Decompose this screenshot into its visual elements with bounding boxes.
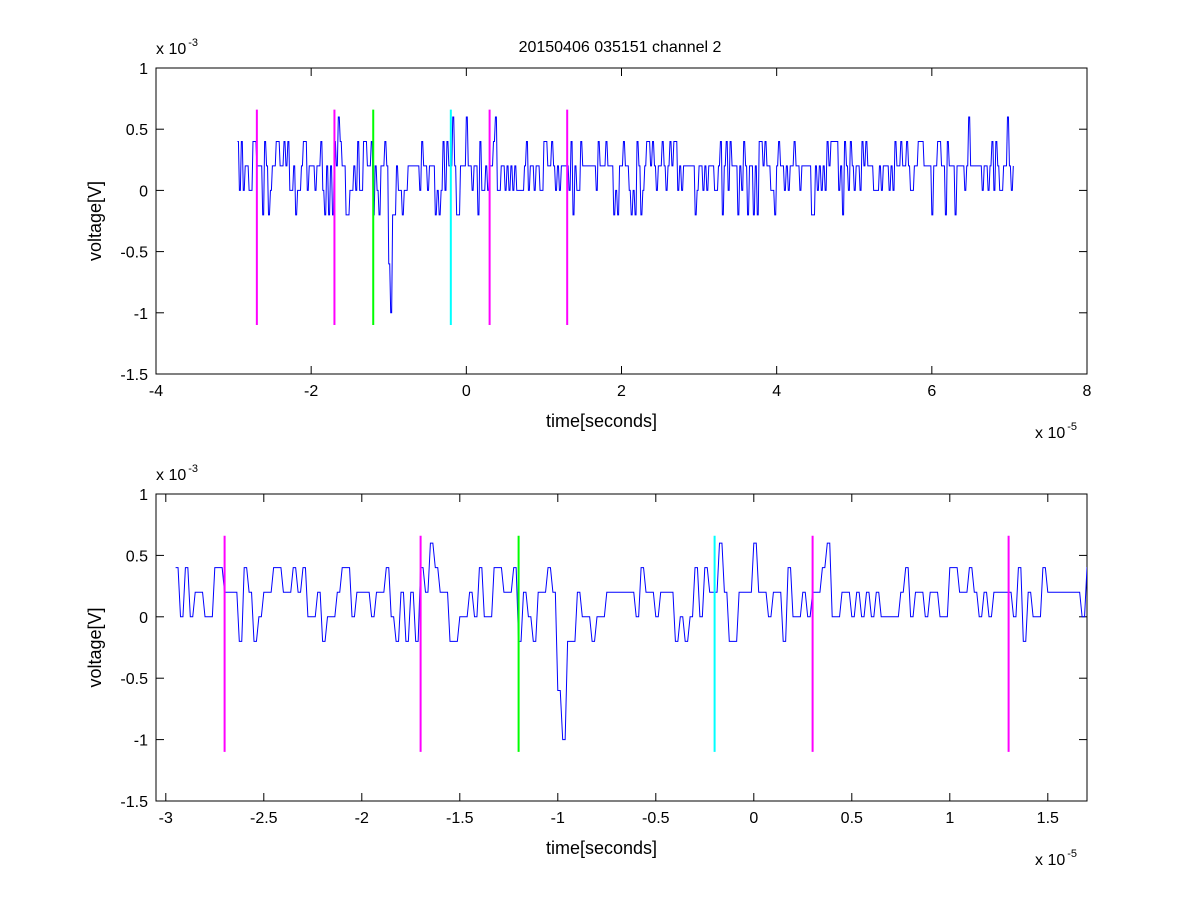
y-tick-label: 0.5 <box>126 122 148 139</box>
x-tick-label: 0 <box>462 383 471 400</box>
y-tick-label: -1 <box>134 733 148 750</box>
x-tick-label: -1.5 <box>446 810 474 827</box>
axes-frame <box>155 493 1088 802</box>
x-exponent-label: x 10 -5 <box>1035 421 1077 442</box>
x-tick-label: 1.5 <box>1037 810 1059 827</box>
y-tick-label: -0.5 <box>120 671 148 688</box>
y-tick-label: -1.5 <box>120 367 148 384</box>
x-tick-label: 0.5 <box>841 810 863 827</box>
x-tick-label: -1 <box>551 810 565 827</box>
y-tick-label: -1.5 <box>120 794 148 811</box>
y-tick-label: -1 <box>134 306 148 323</box>
x-tick-label: -2.5 <box>250 810 278 827</box>
x-tick-label: -2 <box>304 383 318 400</box>
x-tick-label: 0 <box>749 810 758 827</box>
x-tick-label: 6 <box>927 383 936 400</box>
top-axes: -4 -2 0 2 4 6 8 -1.5 -1 -0.5 0 0.5 1 time[seconds] vol… <box>85 37 1092 442</box>
y-tick-label: 0.5 <box>126 548 148 565</box>
x-tick-label: 1 <box>945 810 954 827</box>
y-tick-label: -0.5 <box>120 245 148 262</box>
y-tick-label: 1 <box>139 487 148 504</box>
signal-series <box>175 542 1087 741</box>
y-tick-label: 1 <box>139 61 148 78</box>
y-exponent-label: x 10 -3 <box>156 463 198 484</box>
x-tick-label: -3 <box>159 810 173 827</box>
x-tick-label: 4 <box>772 383 781 400</box>
x-tick-label: -0.5 <box>642 810 670 827</box>
x-tick-label: -2 <box>355 810 369 827</box>
bottom-axes: -3 -2.5 -2 -1.5 -1 -0.5 0 0.5 1 1.5 -1.5 -1 -0.5 0 0.5… <box>85 463 1088 869</box>
x-tick-label: -4 <box>149 383 163 400</box>
axes-frame <box>155 67 1088 375</box>
signal-series <box>237 116 1014 314</box>
x-axis-label: time[seconds] <box>546 411 657 431</box>
x-axis-label: time[seconds] <box>546 838 657 858</box>
x-tick-label: 2 <box>617 383 626 400</box>
y-axis-label: voltage[V] <box>85 607 105 687</box>
y-axis-label: voltage[V] <box>85 181 105 261</box>
y-exponent-label: x 10 -3 <box>156 37 198 58</box>
x-tick-label: 8 <box>1083 383 1092 400</box>
y-tick-label: 0 <box>139 183 148 200</box>
y-tick-label: 0 <box>139 610 148 627</box>
figure-title: 20150406 035151 channel 2 <box>519 39 722 56</box>
x-exponent-label: x 10 -5 <box>1035 848 1077 869</box>
